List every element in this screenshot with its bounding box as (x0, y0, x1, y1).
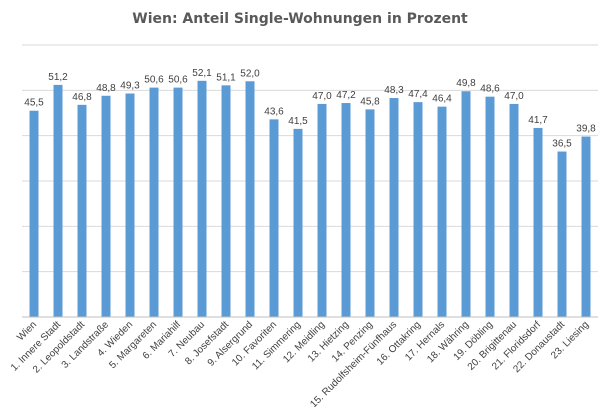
bar (557, 151, 567, 317)
bar (197, 80, 207, 318)
data-label: 47,0 (312, 91, 332, 102)
data-label: 41,7 (528, 115, 548, 126)
bar (509, 103, 519, 317)
bars (29, 80, 591, 318)
chart-title: Wien: Anteil Single-Wohnungen in Prozent (132, 11, 468, 27)
data-label: 52,0 (240, 68, 260, 79)
bar (245, 81, 255, 318)
data-label: 51,2 (48, 72, 68, 83)
data-label: 49,8 (456, 78, 476, 89)
data-label: 49,3 (120, 81, 140, 92)
data-label: 47,4 (408, 89, 428, 100)
bar (293, 128, 303, 317)
data-label: 47,0 (504, 91, 524, 102)
data-label: 47,2 (336, 90, 356, 101)
data-label: 45,8 (360, 96, 380, 107)
data-label: 48,8 (96, 83, 116, 94)
data-label: 46,8 (72, 92, 92, 103)
bar (413, 102, 423, 318)
bar (317, 103, 327, 317)
bar (269, 119, 279, 317)
data-label: 45,5 (24, 98, 44, 109)
data-labels: 45,5 51,2 46,8 48,8 49,3 50,6 50,6 52,1 51,1 52,0… (24, 68, 596, 150)
bar (77, 104, 87, 317)
bar (461, 91, 471, 318)
bar (533, 127, 543, 318)
bar (389, 98, 399, 317)
data-label: 41,5 (288, 116, 308, 127)
data-label: 50,6 (168, 75, 188, 86)
data-label: 48,3 (384, 85, 404, 96)
bar (101, 95, 111, 317)
bar (581, 136, 591, 317)
gridlines (22, 44, 598, 273)
bar (221, 85, 231, 317)
bar (53, 84, 63, 317)
data-label: 36,5 (552, 139, 572, 150)
data-label: 50,6 (144, 75, 164, 86)
data-label: 46,4 (432, 94, 452, 105)
data-label: 43,6 (264, 106, 284, 117)
data-label: 52,1 (192, 68, 212, 79)
data-label: 48,6 (480, 84, 500, 95)
bar (149, 87, 159, 317)
data-label: 51,1 (216, 72, 236, 83)
bar (29, 110, 39, 317)
bar (173, 87, 183, 317)
bar (341, 103, 351, 317)
bar (437, 106, 447, 317)
bar (125, 93, 135, 317)
bar (365, 109, 375, 317)
data-label: 39,8 (576, 124, 596, 135)
bar (485, 96, 495, 318)
